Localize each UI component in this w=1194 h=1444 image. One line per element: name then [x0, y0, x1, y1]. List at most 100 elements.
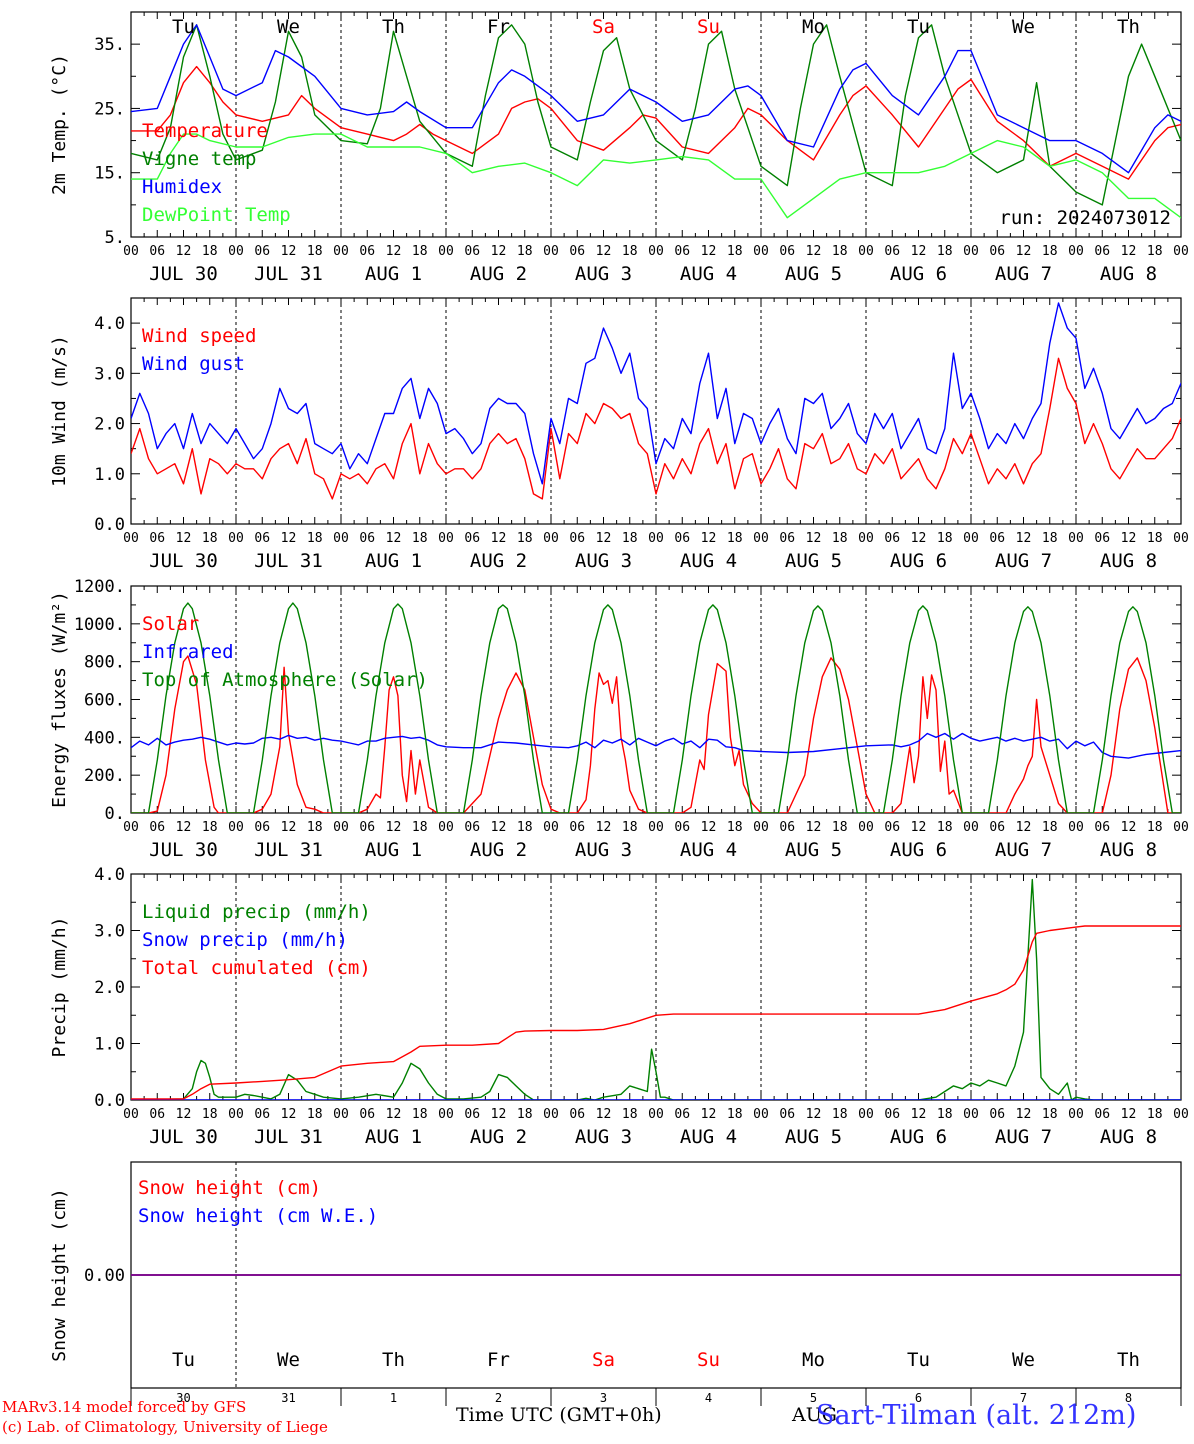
weekday-label: Th — [382, 16, 405, 38]
hour-label: 12 — [176, 244, 192, 259]
date-label: AUG 7 — [995, 1126, 1052, 1148]
series-line — [131, 24, 1181, 174]
hour-label: 00 — [438, 531, 454, 546]
credit-line-2: (c) Lab. of Climatology, University of L… — [2, 1418, 328, 1436]
time-axis-label: Time UTC (GMT+0h) — [456, 1404, 662, 1426]
legend-entry: Solar — [142, 613, 199, 635]
hour-label: 18 — [412, 820, 428, 835]
hour-label: 06 — [254, 820, 270, 835]
legend-entry: Humidex — [142, 176, 222, 198]
date-label: AUG 7 — [995, 550, 1052, 572]
hour-label: 12 — [176, 1107, 192, 1122]
date-label: AUG 6 — [890, 263, 947, 285]
y-tick-label: 1200. — [74, 577, 125, 597]
series-line — [131, 655, 1181, 813]
hour-label: 00 — [648, 244, 664, 259]
weekday-label: We — [1012, 16, 1035, 38]
hour-label: 00 — [963, 1107, 979, 1122]
date-label: AUG 8 — [1100, 263, 1157, 285]
date-label: AUG 1 — [365, 1126, 422, 1148]
hour-label: 12 — [701, 244, 717, 259]
weekday-label: Tu — [172, 1349, 195, 1371]
hour-label: 00 — [858, 531, 874, 546]
hour-label: 00 — [1173, 1107, 1189, 1122]
panel-3: 0. 200. 400. 600. 800. 1000. 1200.Energy fluxe… — [49, 577, 1189, 861]
hour-label: 06 — [464, 1107, 480, 1122]
hour-label: 12 — [491, 1107, 507, 1122]
hour-label: 18 — [727, 820, 743, 835]
series-group — [131, 302, 1181, 500]
hour-label: 12 — [911, 244, 927, 259]
hour-label: 18 — [727, 1107, 743, 1122]
hour-label: 00 — [753, 1107, 769, 1122]
hour-label: 12 — [386, 244, 402, 259]
y-tick-label: 0.0 — [94, 1091, 125, 1111]
hour-label: 00 — [123, 244, 139, 259]
hour-label: 12 — [176, 820, 192, 835]
legend-entry: Wind speed — [142, 325, 256, 347]
hour-label: 18 — [832, 820, 848, 835]
day-number-label: 31 — [281, 1391, 295, 1405]
hour-label: 00 — [1068, 244, 1084, 259]
hour-label: 06 — [569, 1107, 585, 1122]
series-line — [131, 602, 1181, 813]
hour-label: 06 — [359, 820, 375, 835]
weekday-label: Tu — [907, 1349, 930, 1371]
hour-label: 00 — [1173, 820, 1189, 835]
hour-label: 06 — [254, 244, 270, 259]
date-label: AUG 3 — [575, 550, 632, 572]
hour-label: 18 — [1042, 244, 1058, 259]
date-label: AUG 3 — [575, 1126, 632, 1148]
hour-label: 00 — [333, 531, 349, 546]
hour-label: 18 — [937, 531, 953, 546]
y-tick-label: 3.0 — [94, 922, 125, 942]
hour-label: 00 — [228, 1107, 244, 1122]
hour-label: 00 — [1068, 1107, 1084, 1122]
hour-label: 18 — [517, 244, 533, 259]
hour-label: 06 — [674, 531, 690, 546]
hour-label: 00 — [228, 820, 244, 835]
hour-label: 12 — [911, 820, 927, 835]
hour-label: 06 — [254, 1107, 270, 1122]
weekday-label: Th — [382, 1349, 405, 1371]
date-label: AUG 3 — [575, 263, 632, 285]
series-line — [131, 65, 1181, 180]
hour-label: 00 — [858, 244, 874, 259]
hour-label: 06 — [779, 1107, 795, 1122]
series-line — [131, 925, 1181, 1100]
series-line — [131, 878, 1181, 1100]
hour-label: 18 — [202, 1107, 218, 1122]
hour-label: 06 — [359, 244, 375, 259]
run-label: run: 2024073012 — [999, 207, 1171, 229]
hour-label: 18 — [517, 1107, 533, 1122]
y-axis-label: Energy fluxes (W/m²) — [49, 591, 70, 808]
hour-label: 18 — [307, 1107, 323, 1122]
weekday-label: We — [277, 1349, 300, 1371]
hour-label: 18 — [1147, 820, 1163, 835]
weekday-label: Fr — [487, 1349, 510, 1371]
hour-label: 00 — [438, 1107, 454, 1122]
hour-label: 06 — [149, 244, 165, 259]
y-axis-label: Precip (mm/h) — [49, 917, 70, 1058]
hour-label: 18 — [622, 1107, 638, 1122]
hour-label: 00 — [333, 1107, 349, 1122]
hour-label: 06 — [884, 820, 900, 835]
legend-entry: Top of Atmosphere (Solar) — [142, 669, 428, 691]
panel-4: 0.0 1.0 2.0 3.0 4.0 Precip (mm/h) Liquid preci… — [49, 865, 1189, 1148]
date-label: AUG 4 — [680, 550, 737, 572]
legend-entry: Snow height (cm W.E.) — [138, 1205, 378, 1227]
hour-label: 12 — [491, 531, 507, 546]
date-label: AUG 7 — [995, 839, 1052, 861]
hour-label: 06 — [359, 531, 375, 546]
hour-label: 00 — [963, 531, 979, 546]
hour-label: 18 — [1147, 531, 1163, 546]
y-tick-label: 15. — [94, 164, 125, 184]
weekday-label: Mo — [802, 16, 825, 38]
hour-label: 18 — [937, 1107, 953, 1122]
hour-label: 12 — [701, 1107, 717, 1122]
hour-label: 06 — [989, 244, 1005, 259]
hour-label: 00 — [333, 244, 349, 259]
y-tick-label: 25. — [94, 99, 125, 119]
hour-label: 18 — [1042, 531, 1058, 546]
